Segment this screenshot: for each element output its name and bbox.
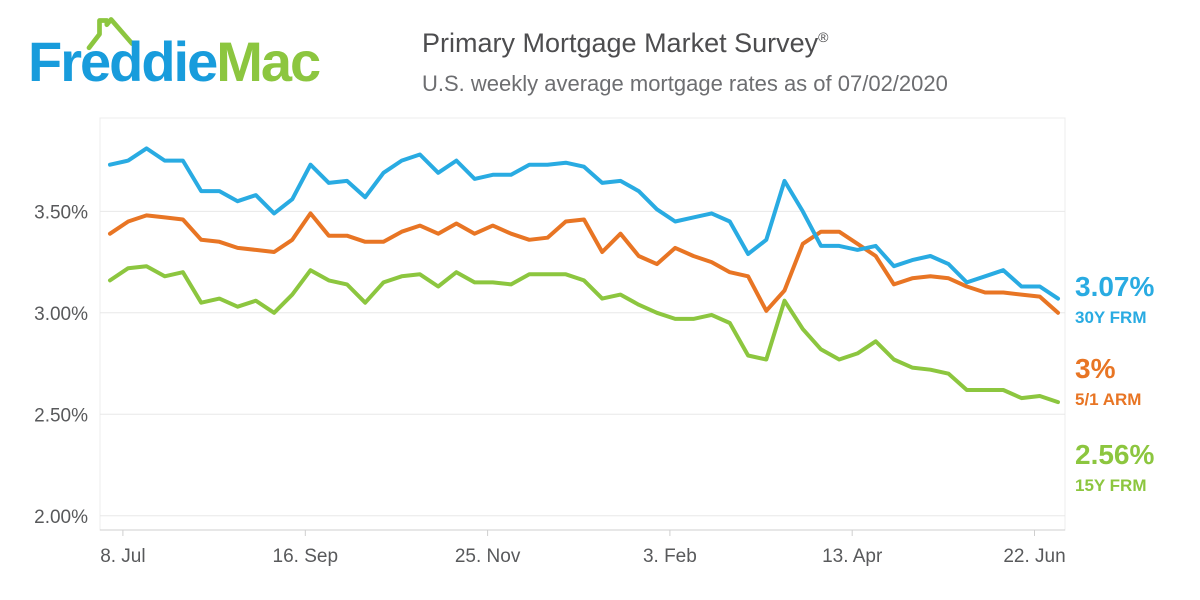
svg-text:2.00%: 2.00% [34, 507, 88, 528]
line-chart: 3.50% 3.00% 2.50% 2.00% 8. Jul 16. Sep 25. Nov… [34, 117, 1066, 567]
svg-text:25. Nov: 25. Nov [455, 546, 521, 567]
logo-wordmark: FreddieMac [28, 34, 321, 90]
series-label-15y-frm: 2.56% 15Y FRM [1075, 439, 1195, 496]
svg-text:3. Feb: 3. Feb [643, 546, 697, 567]
series-label-30y-frm: 3.07% 30Y FRM [1075, 271, 1195, 328]
svg-text:8. Jul: 8. Jul [100, 546, 145, 567]
title-block: Primary Mortgage Market Survey® U.S. wee… [422, 28, 948, 97]
svg-text:22. Jun: 22. Jun [1003, 546, 1065, 567]
chart: 3.50% 3.00% 2.50% 2.00% 8. Jul 16. Sep 25. Nov… [0, 112, 1200, 600]
series-name-51arm: 5/1 ARM [1075, 389, 1142, 409]
svg-text:3.50%: 3.50% [34, 202, 88, 223]
svg-text:16. Sep: 16. Sep [273, 546, 339, 567]
series-value-15y: 2.56% [1075, 439, 1155, 470]
svg-text:3.00%: 3.00% [34, 304, 88, 325]
logo-mac: Mac [216, 30, 321, 93]
title-text: Primary Mortgage Market Survey [422, 28, 819, 58]
series-label-51-arm: 3% 5/1 ARM [1075, 353, 1195, 410]
logo-freddie: Freddie [28, 30, 218, 93]
svg-text:2.50%: 2.50% [34, 405, 88, 426]
header: FreddieMac Primary Mortgage Market Surve… [0, 0, 1200, 112]
series-name-15y: 15Y FRM [1075, 475, 1147, 495]
series-value-51arm: 3% [1075, 353, 1116, 384]
freddie-mac-logo: FreddieMac [28, 8, 408, 104]
page-title: Primary Mortgage Market Survey® [422, 28, 948, 59]
subtitle: U.S. weekly average mortgage rates as of… [422, 71, 948, 97]
registered-mark: ® [818, 29, 829, 45]
svg-text:13. Apr: 13. Apr [822, 546, 883, 567]
series-name-30y: 30Y FRM [1075, 307, 1147, 327]
house-roof-icon [86, 17, 135, 51]
series-value-30y: 3.07% [1075, 271, 1155, 302]
